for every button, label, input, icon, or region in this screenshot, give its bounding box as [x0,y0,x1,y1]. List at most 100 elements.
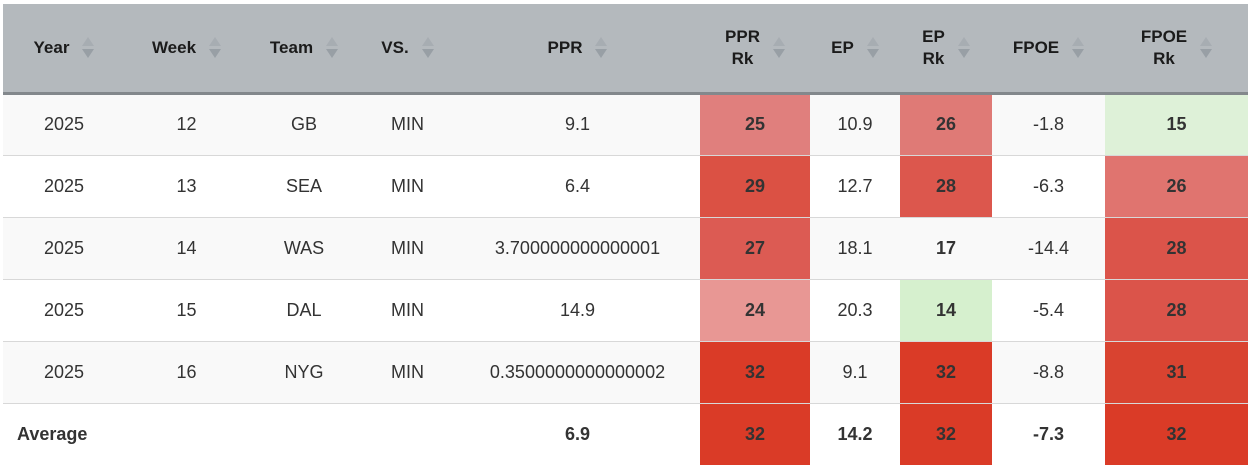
cell-vs: MIN [391,114,424,134]
sort-asc-icon [957,37,970,47]
column-header-fpoe-rk[interactable]: FPOE Rk [1105,4,1248,95]
column-header-ep-rk[interactable]: EP Rk [900,4,992,95]
cell-year: 2025 [3,340,125,403]
cell-fpoe: -14.4 [992,216,1105,279]
sort-icons [209,37,222,59]
sort-icons [1072,37,1085,59]
column-label-year: Year [33,37,70,57]
cell-fpoe-rk: 31 [1105,340,1248,403]
cell-year: 2025 [3,278,125,341]
column-header-ppr-rk[interactable]: PPR Rk [700,4,810,95]
column-header-week[interactable]: Week [125,4,248,95]
cell-team: NYG [248,340,360,403]
sort-asc-icon [421,37,434,47]
column-header-fpoe[interactable]: FPOE [992,4,1105,95]
cell-vs: MIN [360,154,455,217]
cell-ppr-rk: 25 [700,93,810,155]
cell-fpoe-rk: 28 [1105,216,1248,279]
table-row: 2025 14 WAS MIN 3.700000000000001 27 18.… [3,216,1248,279]
cell-week: 14 [125,216,248,279]
sort-desc-icon [595,49,608,59]
sort-desc-icon [421,49,434,59]
column-label-fpoe: FPOE [1012,37,1060,57]
cell-average-label: Average [3,402,125,465]
header-row: Year Week Team VS. [3,4,1248,95]
sort-icons [957,37,970,59]
cell-ppr-rk: 32 [700,340,810,403]
column-label-ppr-rk: PPR Rk [725,26,760,68]
cell-vs: MIN [360,278,455,341]
sort-desc-icon [1200,49,1213,59]
sort-icons [421,37,434,59]
cell-week: 15 [125,278,248,341]
cell-year: 2025 [3,154,125,217]
sort-asc-icon [595,37,608,47]
cell-ep: 9.1 [810,340,900,403]
sort-icons [772,37,785,59]
cell-fpoe: -8.8 [992,340,1105,403]
cell-ppr: 14.9 [455,278,700,341]
cell-fpoe: -7.3 [992,402,1105,465]
column-header-vs[interactable]: VS. [360,4,455,95]
stats-table: Year Week Team VS. [3,4,1248,465]
column-label-ep: EP [831,37,854,57]
cell-team [248,402,360,465]
sort-icons [1200,37,1213,59]
column-header-year[interactable]: Year [3,4,125,95]
sort-icons [866,37,879,59]
cell-ppr: 6.4 [455,154,700,217]
table-row: 2025 13 SEA MIN 6.4 29 12.7 28 -6.3 26 [3,154,1248,217]
sort-desc-icon [326,49,339,59]
cell-year: 2025 [43,114,85,134]
column-label-week: Week [151,37,197,57]
cell-week [125,402,248,465]
sort-desc-icon [957,49,970,59]
cell-fpoe-rk: 28 [1105,278,1248,341]
sort-icons [82,37,95,59]
column-label-ep-rk: EP Rk [922,26,945,68]
cell-fpoe: -1.8 [1032,114,1065,134]
cell-ep: 18.1 [810,216,900,279]
average-row: Average 6.9 32 14.2 32 -7.3 32 [3,402,1248,465]
table-header: Year Week Team VS. [3,4,1248,95]
sort-asc-icon [1200,37,1213,47]
sort-asc-icon [209,37,222,47]
column-header-ep[interactable]: EP [810,4,900,95]
cell-ep-rk: 28 [900,154,992,217]
column-label-vs: VS. [381,37,409,57]
sort-asc-icon [82,37,95,47]
cell-ep: 20.3 [810,278,900,341]
cell-fpoe-rk: 32 [1105,402,1248,465]
column-header-team[interactable]: Team [248,4,360,95]
cell-fpoe-rk: 26 [1105,154,1248,217]
cell-ep-rk: 32 [900,402,992,465]
cell-team: DAL [248,278,360,341]
table-row: 2025 12 GB MIN 9.1 25 10.9 26 -1.8 15 [3,93,1248,155]
sort-asc-icon [1072,37,1085,47]
column-label-ppr: PPR [547,37,583,57]
cell-team: WAS [248,216,360,279]
sort-asc-icon [866,37,879,47]
column-header-ppr[interactable]: PPR [455,4,700,95]
sort-asc-icon [772,37,785,47]
cell-week: 12 [176,114,197,134]
sort-desc-icon [209,49,222,59]
cell-ppr: 9.1 [564,114,591,134]
cell-ppr: 3.700000000000001 [455,216,700,279]
cell-ep: 10.9 [837,114,873,134]
cell-team: GB [290,114,317,134]
cell-ppr-rk: 27 [700,216,810,279]
cell-year: 2025 [3,216,125,279]
cell-ep-rk: 17 [900,216,992,279]
sort-desc-icon [866,49,879,59]
cell-fpoe: -5.4 [992,278,1105,341]
sort-icons [326,37,339,59]
cell-week: 16 [125,340,248,403]
sort-desc-icon [1072,49,1085,59]
cell-ppr: 0.3500000000000002 [455,340,700,403]
cell-vs: MIN [360,340,455,403]
cell-team: SEA [248,154,360,217]
cell-ep: 14.2 [810,402,900,465]
sort-desc-icon [772,49,785,59]
cell-ppr-rk: 24 [700,278,810,341]
